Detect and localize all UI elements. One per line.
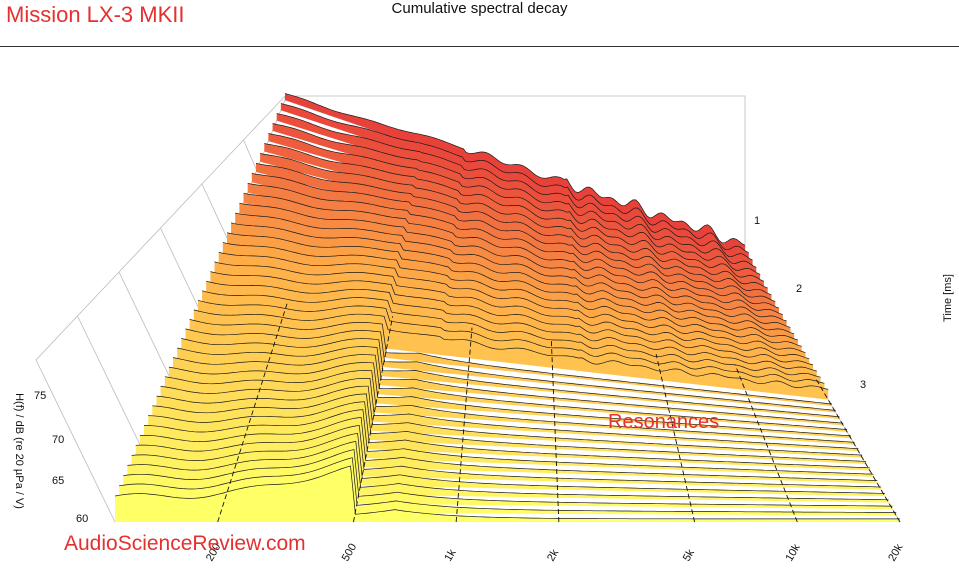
y-tick-label: 75: [34, 390, 46, 402]
decay-slice-line: [239, 202, 787, 322]
x-tick-label: 20k: [886, 542, 906, 564]
y-tick-label: 60: [76, 513, 88, 525]
decay-slice-line: [181, 338, 840, 418]
grid-left-wall: [201, 183, 229, 241]
x-tick-label: 500: [340, 542, 360, 564]
decay-slice-line: [177, 346, 844, 424]
x-tick-label: 5k: [681, 547, 697, 563]
decay-slice-line: [123, 449, 893, 507]
decay-slice-line: [235, 212, 791, 328]
time-axis-ticks: 1 2 3: [754, 215, 866, 391]
decay-slice-line: [143, 409, 874, 475]
decay-slice-line: [260, 153, 768, 289]
x-gridline: [655, 353, 696, 523]
decay-slice-line: [284, 93, 746, 246]
x-gridline: [217, 301, 289, 523]
chart-title: Cumulative spectral decay: [391, 0, 568, 17]
decay-slice-line: [135, 424, 882, 488]
decay-slice-line: [160, 377, 859, 450]
decay-slice-line: [272, 123, 757, 268]
decay-slice-line: [218, 251, 806, 353]
time-axis-label: Time [ms]: [942, 274, 954, 322]
y-axis-ticks: 60 65 70 75: [34, 390, 88, 525]
decay-slice-line: [172, 354, 848, 430]
grid-left-wall: [77, 315, 144, 452]
x-axis-ticks: 200 500 1k 2k 5k 10k 20k: [204, 301, 906, 564]
x-gridline: [814, 376, 901, 523]
x-gridline: [550, 339, 560, 523]
decay-slice-line: [148, 401, 870, 469]
time-tick-label: 3: [860, 379, 866, 391]
decay-slice-line: [114, 465, 900, 520]
decay-slice-line: [255, 163, 772, 296]
decay-slice-line: [152, 393, 867, 462]
grid-left-wall: [160, 227, 201, 312]
decay-slice-line: [127, 440, 889, 501]
header-divider: [0, 46, 959, 47]
x-gridline: [455, 327, 473, 523]
decay-slice-line: [189, 319, 833, 405]
decay-slice-line: [193, 309, 829, 390]
x-gridline: [353, 316, 394, 523]
decay-slice-line: [185, 328, 836, 411]
brand-title: Mission LX-3 MKII: [6, 2, 185, 27]
y-tick-label: 70: [52, 434, 64, 446]
frame-back-wall: [285, 95, 746, 258]
decay-slice-line: [156, 385, 863, 456]
decay-slice-line: [247, 183, 780, 309]
decay-slice-line: [202, 290, 821, 378]
y-axis-label: H(f) / dB (re 20 µPa / V): [13, 393, 25, 509]
decay-slice-line: [197, 299, 825, 384]
time-tick-label: 2: [796, 283, 802, 295]
decay-slice-fill: [139, 417, 878, 484]
grid-left-wall: [118, 271, 173, 382]
decay-slice-line: [264, 143, 765, 282]
y-tick-label: 65: [52, 475, 64, 487]
decay-slices: [114, 93, 900, 522]
decay-slice-line: [164, 370, 855, 443]
resonances-annotation: Resonances: [608, 411, 720, 433]
decay-slice-line: [251, 173, 776, 302]
decay-slice-line: [280, 103, 749, 254]
decay-slice-line: [168, 362, 851, 437]
decay-slice-line: [231, 222, 795, 335]
x-tick-label: 10k: [784, 542, 804, 564]
decay-slice-line: [268, 133, 761, 275]
watermark: AudioScienceReview.com: [64, 532, 306, 555]
decay-slice-line: [210, 271, 814, 366]
decay-slice-line: [131, 432, 885, 494]
decay-slice-line: [276, 113, 753, 261]
decay-slice-line: [226, 232, 799, 341]
x-tick-label: 2k: [545, 547, 561, 563]
decay-slice-fill: [115, 465, 900, 522]
x-gridline: [735, 365, 798, 523]
x-tick-label: 1k: [442, 547, 458, 563]
time-tick-label: 1: [754, 215, 760, 227]
decay-slice-line: [206, 280, 817, 372]
decay-slice-line: [214, 261, 810, 360]
decay-slice-line: [243, 192, 783, 315]
decay-slice-line: [139, 417, 878, 481]
grid-left-wall: [243, 139, 258, 171]
decay-slice-line: [119, 457, 897, 513]
decay-slice-line: [222, 242, 802, 347]
